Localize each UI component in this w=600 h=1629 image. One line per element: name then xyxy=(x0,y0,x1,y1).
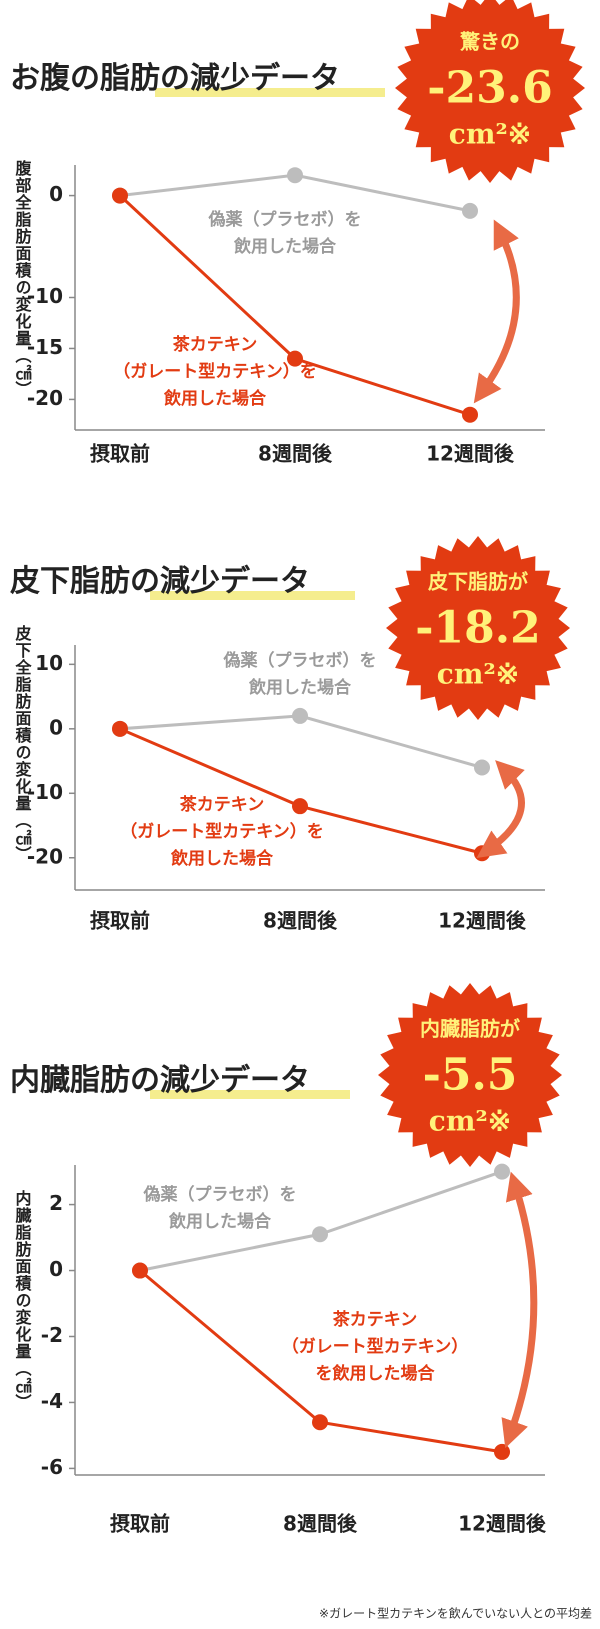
x-tick-label: 8週間後 xyxy=(263,909,338,933)
x-tick-label: 摂取前 xyxy=(110,1512,170,1536)
x-tick-label: 8週間後 xyxy=(258,442,333,466)
series-label: 茶カテキン（ガレート型カテキン）を飲用した場合 xyxy=(113,334,317,409)
badge-lead: 内臓脂肪が xyxy=(420,1017,520,1041)
data-point xyxy=(292,707,308,724)
footnote: ※ガレート型カテキンを飲んでいない人との平均差 xyxy=(319,1606,592,1621)
y-tick-label: -2 xyxy=(41,1323,63,1347)
chart-title: 皮下脂肪の減少データ xyxy=(10,564,310,599)
badge-value: -23.6 xyxy=(427,63,552,114)
y-tick-label: -4 xyxy=(41,1389,63,1413)
y-axis-label: 皮下全脂肪面積の変化量（㎠） xyxy=(13,624,33,863)
data-point xyxy=(312,1414,328,1431)
y-axis-label: 腹部全脂肪面積の変化量（㎠） xyxy=(13,159,33,398)
badge xyxy=(395,0,585,183)
title-highlight xyxy=(155,88,385,97)
y-tick-label: -10 xyxy=(27,284,63,308)
y-axis-label: 内臓脂肪面積の変化量（㎠） xyxy=(13,1189,33,1411)
badge-lead: 皮下脂肪が xyxy=(428,570,528,594)
series-label: 茶カテキン（ガレート型カテキン）を飲用した場合 xyxy=(282,1309,469,1384)
y-tick-label: -20 xyxy=(27,386,63,410)
difference-arrow xyxy=(501,1171,538,1449)
badge-value: -5.5 xyxy=(423,1050,518,1101)
y-tick-label: -6 xyxy=(41,1455,63,1479)
y-tick-label: 2 xyxy=(49,1191,63,1215)
badge-unit: cm²※ xyxy=(429,1105,511,1138)
data-point xyxy=(462,202,478,219)
data-point xyxy=(312,1226,328,1243)
data-point xyxy=(287,167,303,184)
data-point xyxy=(494,1163,510,1180)
data-point xyxy=(112,187,128,204)
badge xyxy=(386,536,570,720)
data-point xyxy=(287,350,303,367)
badge xyxy=(378,983,562,1167)
x-tick-label: 12週間後 xyxy=(426,442,515,466)
y-tick-label: 0 xyxy=(49,182,63,206)
series-label: 偽薬（プラセボ）を飲用した場合 xyxy=(208,209,362,257)
data-point xyxy=(462,406,478,423)
title-highlight xyxy=(150,1090,350,1099)
x-tick-label: 摂取前 xyxy=(90,442,150,466)
data-point xyxy=(132,1262,148,1279)
badge-unit: cm²※ xyxy=(437,658,519,691)
y-tick-label: 0 xyxy=(49,715,63,739)
chart-title: 内臓脂肪の減少データ xyxy=(10,1063,310,1098)
y-tick-label: -20 xyxy=(27,844,63,868)
y-tick-label: 0 xyxy=(49,1257,63,1281)
x-tick-label: 12週間後 xyxy=(438,909,527,933)
series-label: 偽薬（プラセボ）を飲用した場合 xyxy=(143,1184,297,1232)
x-tick-label: 12週間後 xyxy=(458,1512,547,1536)
badge-unit: cm²※ xyxy=(449,118,531,151)
data-point xyxy=(474,759,490,776)
x-tick-label: 摂取前 xyxy=(90,909,150,933)
x-tick-label: 8週間後 xyxy=(283,1512,358,1536)
data-point xyxy=(112,720,128,737)
y-tick-label: -15 xyxy=(27,335,63,359)
title-highlight xyxy=(150,591,355,600)
difference-arrow xyxy=(476,760,525,859)
difference-arrow xyxy=(473,219,520,404)
series-label: 茶カテキン（ガレート型カテキン）を飲用した場合 xyxy=(120,794,324,869)
y-tick-label: 10 xyxy=(35,651,63,675)
badge-lead: 驚きの xyxy=(459,30,520,54)
chart-title: お腹の脂肪の減少データ xyxy=(10,61,340,96)
data-point xyxy=(494,1443,510,1460)
data-point xyxy=(292,798,308,815)
y-tick-label: -10 xyxy=(27,780,63,804)
badge-value: -18.2 xyxy=(415,603,540,654)
series-label: 偽薬（プラセボ）を飲用した場合 xyxy=(223,650,377,698)
